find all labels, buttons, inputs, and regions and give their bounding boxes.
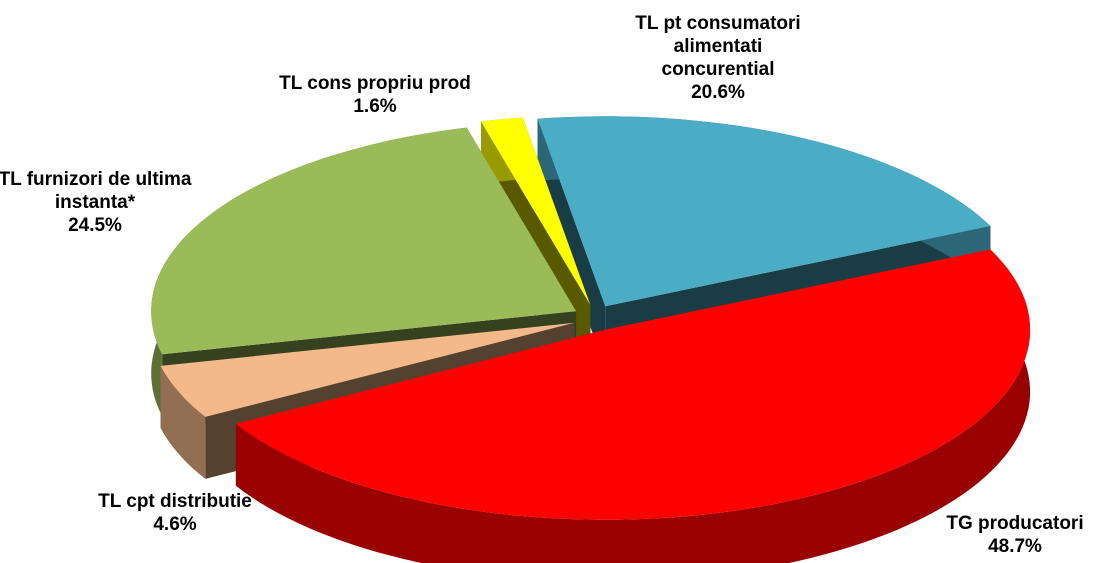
slice-label: TL furnizori de ultima instanta* 24.5% [0, 168, 215, 237]
value-label: 1.6% [353, 96, 397, 117]
category-name: TL pt consumatori alimentati concurentia… [635, 13, 801, 80]
value-label: 20.6% [691, 82, 745, 103]
slice [481, 117, 591, 306]
slice-side [160, 365, 206, 479]
slice [235, 249, 1031, 520]
category-name: TL furnizori de ultima instanta* [0, 169, 192, 213]
slice-label: TL cpt distributie 4.6% [65, 490, 285, 536]
slice [537, 116, 991, 307]
slice-label: TL cons propriu prod 1.6% [245, 72, 505, 118]
slice-label: TL pt consumatori alimentati concurentia… [618, 12, 818, 104]
slice [160, 322, 575, 417]
category-name: TL cons propriu prod [279, 73, 471, 94]
category-name: TG producatori [946, 513, 1084, 534]
value-label: 48.7% [988, 536, 1042, 557]
slice [151, 127, 577, 355]
value-label: 4.6% [153, 514, 197, 535]
category-name: TL cpt distributie [98, 491, 252, 512]
slice-label: TG producatori 48.7% [915, 512, 1110, 558]
value-label: 24.5% [68, 215, 122, 236]
